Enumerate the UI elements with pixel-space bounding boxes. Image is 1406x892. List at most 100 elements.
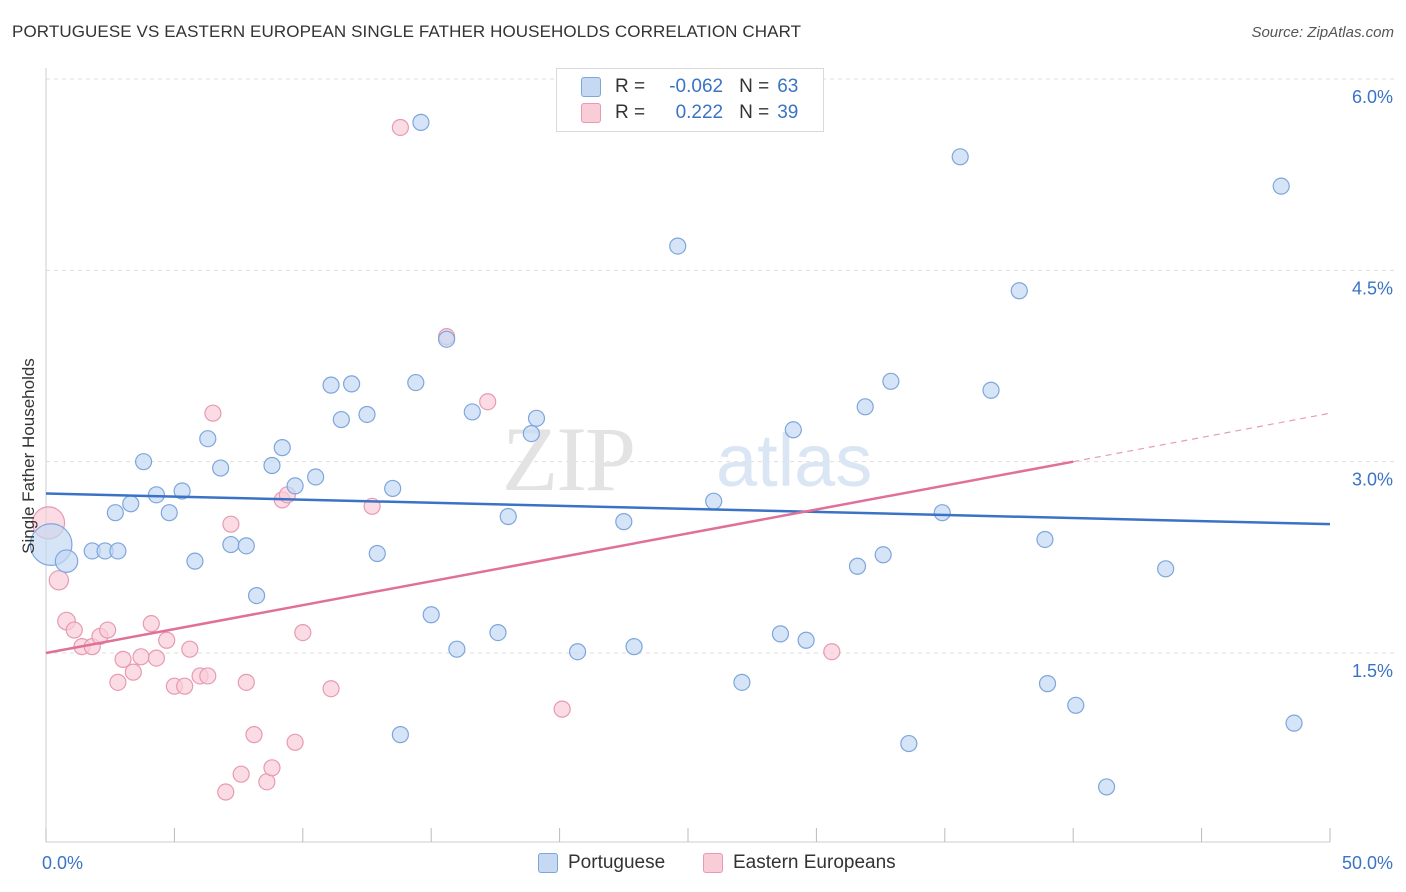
- legend-n-label: N =: [739, 76, 770, 97]
- portuguese-point: [247, 586, 266, 605]
- legend-r-label: R =: [615, 76, 646, 97]
- eastern-europeans-point: [99, 621, 117, 639]
- eastern-europeans-point: [286, 733, 304, 751]
- bottom-legend-label: Portuguese: [568, 852, 666, 873]
- y-tick-labels: 1.5% 3.0% 4.5% 6.0%: [1352, 87, 1393, 681]
- portuguese-point: [263, 456, 281, 475]
- eastern-europeans-point: [181, 640, 199, 658]
- legend-row-portuguese: R = -0.062 N = 63: [581, 75, 798, 99]
- portuguese-point: [1036, 530, 1054, 549]
- legend-n-value: 39: [777, 102, 799, 123]
- portuguese-point: [199, 430, 217, 448]
- portuguese-point: [106, 504, 124, 522]
- eastern-europeans-point: [553, 700, 571, 718]
- legend-swatch-pink: [581, 103, 601, 123]
- portuguese-point: [160, 504, 178, 522]
- portuguese-point: [951, 148, 969, 166]
- eastern-europeans-point: [232, 765, 250, 783]
- portuguese-point: [212, 459, 230, 477]
- eastern-europeans-point: [237, 673, 255, 691]
- eastern-europeans-point: [391, 118, 409, 137]
- eastern-europeans-point: [48, 570, 70, 591]
- eastern-europeans-point: [245, 726, 263, 744]
- portuguese-point: [122, 495, 140, 513]
- bottom-legend-swatch-pink: [703, 853, 723, 873]
- portuguese-point: [391, 726, 409, 744]
- portuguese-point: [134, 453, 153, 471]
- portuguese-point: [848, 557, 867, 575]
- eastern-europeans-point: [114, 650, 132, 668]
- eastern-europeans-trend-line: [45, 460, 1074, 655]
- eastern-europeans-point: [109, 673, 127, 691]
- eastern-europeans-point: [142, 615, 160, 633]
- eastern-europeans-point: [322, 680, 340, 698]
- portuguese-point: [856, 398, 874, 416]
- portuguese-point: [222, 535, 240, 554]
- portuguese-point: [527, 409, 546, 427]
- axes: [45, 68, 1331, 843]
- eastern-europeans-point: [263, 759, 281, 777]
- portuguese-point: [1272, 177, 1290, 195]
- portuguese-point: [109, 542, 127, 560]
- eastern-europeans-point: [65, 621, 83, 639]
- eastern-europeans-point: [132, 648, 150, 666]
- portuguese-point: [1097, 778, 1116, 796]
- eastern-europeans-point: [124, 663, 142, 681]
- legend-swatch-blue: [581, 77, 601, 97]
- portuguese-point: [625, 638, 643, 656]
- portuguese-point: [982, 381, 1000, 399]
- gridlines: [46, 78, 1394, 654]
- bottom-legend-portuguese: Portuguese: [538, 852, 665, 874]
- y-axis-label: Single Father Households: [19, 358, 38, 554]
- portuguese-trend-line: [45, 492, 1331, 526]
- portuguese-point: [568, 643, 587, 661]
- portuguese-point: [332, 410, 350, 429]
- portuguese-point: [368, 544, 386, 563]
- portuguese-point: [797, 631, 815, 649]
- portuguese-point: [173, 482, 191, 500]
- portuguese-point: [186, 552, 204, 570]
- portuguese-point: [784, 421, 802, 439]
- portuguese-point: [882, 372, 900, 390]
- trend-lines: [45, 412, 1331, 655]
- portuguese-point: [1038, 675, 1057, 693]
- chart-title: PORTUGUESE VS EASTERN EUROPEAN SINGLE FA…: [12, 22, 802, 41]
- portuguese-point: [273, 439, 291, 457]
- portuguese-point: [733, 673, 751, 691]
- bottom-legend-swatch-blue: [538, 853, 558, 873]
- y-tick-label: 3.0%: [1352, 470, 1393, 490]
- x-tick-label: 50.0%: [1342, 853, 1393, 873]
- portuguese-point: [669, 237, 687, 255]
- portuguese-point: [1285, 714, 1303, 732]
- legend-r-value: -0.062: [669, 76, 724, 97]
- eastern-europeans-point: [199, 667, 217, 685]
- eastern-europeans-point: [294, 623, 312, 642]
- portuguese-point: [900, 734, 918, 753]
- watermark: ZIP atlas: [502, 408, 872, 510]
- portuguese-point: [438, 330, 456, 348]
- portuguese-point: [358, 405, 376, 424]
- eastern-europeans-point: [176, 677, 194, 695]
- legend-r-value: 0.222: [675, 102, 724, 123]
- portuguese-point: [463, 403, 481, 421]
- watermark-zip: ZIP: [502, 408, 634, 510]
- portuguese-point: [237, 537, 255, 555]
- portuguese-point: [412, 113, 430, 131]
- eastern-europeans-point: [204, 404, 222, 422]
- portuguese-point: [307, 468, 325, 486]
- legend-n-value: 63: [777, 76, 799, 97]
- portuguese-point: [54, 549, 79, 573]
- portuguese-point: [705, 492, 723, 510]
- eastern-europeans-point: [158, 631, 176, 649]
- x-tick-label: 0.0%: [42, 853, 83, 873]
- eastern-europeans-point: [217, 783, 235, 801]
- legend-n-label: N =: [739, 102, 770, 123]
- eastern-europeans-trend-extension: [1073, 412, 1331, 463]
- portuguese-point: [286, 477, 304, 495]
- eastern-europeans-point: [823, 643, 841, 661]
- stats-legend: R = -0.062 N = 63 R = 0.222 N = 39: [556, 68, 824, 132]
- x-tick-labels: 0.0% 50.0%: [42, 853, 1393, 873]
- portuguese-point: [1157, 560, 1175, 578]
- portuguese-points: [29, 113, 1303, 796]
